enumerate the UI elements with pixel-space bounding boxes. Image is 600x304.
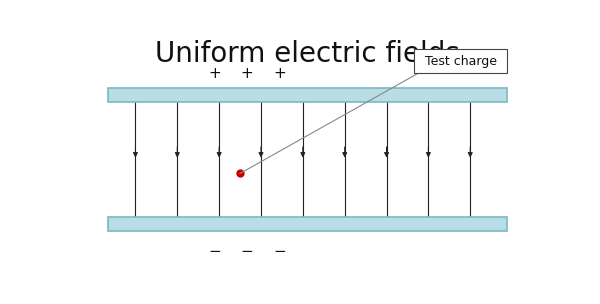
Text: +: +	[241, 67, 253, 81]
Text: +: +	[208, 67, 221, 81]
Text: +: +	[273, 67, 286, 81]
Text: Test charge: Test charge	[425, 54, 497, 67]
Text: Uniform electric fields: Uniform electric fields	[155, 40, 460, 68]
Bar	[107, 217, 508, 231]
Text: −: −	[273, 244, 286, 259]
Bar	[415, 49, 508, 73]
Bar	[107, 88, 508, 102]
Text: −: −	[241, 244, 253, 259]
Text: −: −	[208, 244, 221, 259]
